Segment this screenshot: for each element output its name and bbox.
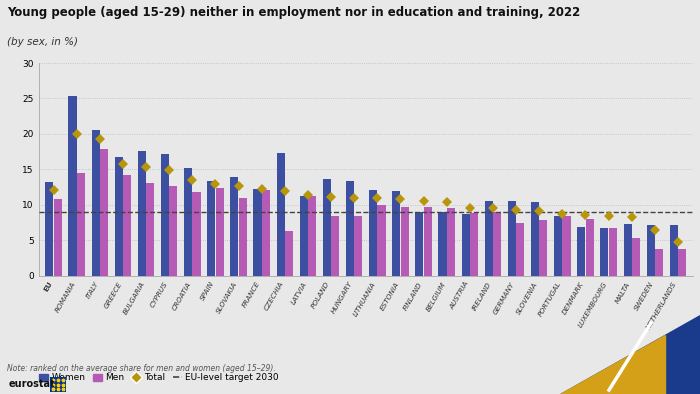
Text: (by sex, in %): (by sex, in %) xyxy=(7,37,78,47)
Bar xyxy=(624,224,631,276)
Bar xyxy=(100,149,108,276)
Bar xyxy=(601,228,608,276)
Bar xyxy=(253,189,262,276)
Text: Note: ranked on the average share for men and women (aged 15–29).: Note: ranked on the average share for me… xyxy=(7,364,276,374)
Bar xyxy=(69,96,76,276)
Bar xyxy=(531,202,539,276)
Legend: Women, Men, Total, EU-level target 2030: Women, Men, Total, EU-level target 2030 xyxy=(36,370,283,386)
Bar xyxy=(331,216,340,276)
Bar xyxy=(115,157,122,276)
Bar xyxy=(193,192,200,276)
Bar xyxy=(632,238,640,276)
Bar xyxy=(484,201,493,276)
Bar xyxy=(678,249,686,276)
Polygon shape xyxy=(560,315,700,394)
Polygon shape xyxy=(560,335,665,394)
Bar xyxy=(230,177,239,276)
Bar xyxy=(400,207,409,276)
Bar xyxy=(609,228,617,276)
Bar xyxy=(169,186,177,276)
Bar xyxy=(586,219,594,276)
Bar xyxy=(46,182,53,276)
Bar xyxy=(508,201,516,276)
Bar xyxy=(323,179,331,276)
Bar xyxy=(392,191,400,276)
Bar xyxy=(77,173,85,276)
Bar xyxy=(207,181,216,276)
Bar xyxy=(470,214,478,276)
Bar xyxy=(562,216,570,276)
Bar xyxy=(578,227,585,276)
Bar xyxy=(138,151,146,276)
Bar xyxy=(354,216,363,276)
Bar xyxy=(647,225,655,276)
Bar xyxy=(447,208,455,276)
Bar xyxy=(461,214,470,276)
Bar xyxy=(262,190,270,276)
Bar xyxy=(438,212,447,276)
Bar xyxy=(54,199,62,276)
Bar xyxy=(516,223,524,276)
Bar xyxy=(493,212,501,276)
Bar xyxy=(670,225,678,276)
Bar xyxy=(161,154,169,276)
Bar xyxy=(300,196,308,276)
Bar xyxy=(539,221,547,276)
Bar xyxy=(346,181,354,276)
Bar xyxy=(285,231,293,276)
Bar xyxy=(554,216,562,276)
Bar xyxy=(216,188,223,276)
Bar xyxy=(146,183,154,276)
Text: Young people (aged 15-29) neither in employment nor in education and training, 2: Young people (aged 15-29) neither in emp… xyxy=(7,6,580,19)
Text: eurostat: eurostat xyxy=(8,379,55,389)
Bar xyxy=(123,175,131,276)
Bar xyxy=(415,212,424,276)
Bar xyxy=(239,198,247,276)
Bar xyxy=(424,207,432,276)
Bar xyxy=(92,130,99,276)
Bar xyxy=(184,168,192,276)
Bar xyxy=(655,249,663,276)
Bar xyxy=(276,153,285,276)
Bar xyxy=(308,196,316,276)
Bar xyxy=(369,190,377,276)
Bar xyxy=(377,205,386,276)
